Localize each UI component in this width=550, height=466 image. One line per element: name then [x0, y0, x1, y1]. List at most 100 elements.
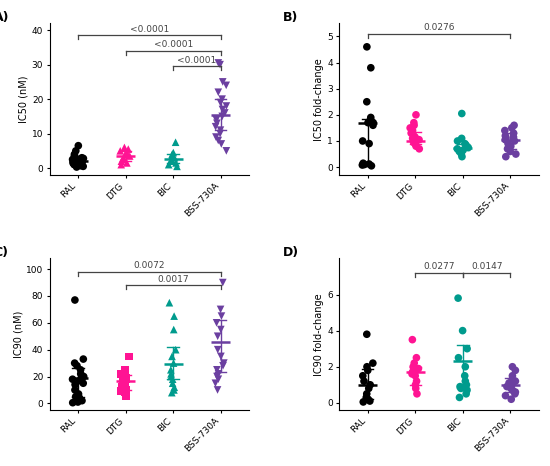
- Point: [462, 390, 471, 397]
- Point: [169, 386, 178, 394]
- Point: [512, 151, 520, 158]
- Point: [116, 388, 125, 395]
- Point: [455, 148, 464, 155]
- Point: [170, 384, 179, 391]
- Y-axis label: IC90 fold-change: IC90 fold-change: [315, 293, 324, 376]
- Point: [68, 399, 77, 406]
- Point: [364, 396, 372, 403]
- Point: [463, 386, 471, 394]
- Point: [217, 353, 226, 360]
- Point: [75, 158, 84, 165]
- Text: 0.0072: 0.0072: [134, 261, 165, 270]
- Point: [456, 385, 465, 392]
- Point: [221, 109, 229, 116]
- Point: [71, 381, 80, 388]
- Text: <0.0001: <0.0001: [177, 56, 217, 65]
- Point: [408, 336, 417, 343]
- Point: [118, 156, 127, 163]
- Point: [168, 152, 177, 160]
- Point: [506, 148, 515, 155]
- Point: [501, 132, 510, 139]
- Point: [510, 122, 519, 129]
- Point: [411, 143, 420, 150]
- Point: [216, 126, 225, 134]
- Point: [365, 140, 373, 147]
- Text: 0.0276: 0.0276: [424, 23, 455, 32]
- Point: [509, 130, 518, 137]
- Point: [123, 159, 131, 167]
- Point: [218, 113, 227, 120]
- Point: [214, 89, 223, 96]
- Point: [219, 359, 228, 367]
- Point: [125, 152, 134, 160]
- Point: [75, 394, 84, 402]
- Point: [121, 379, 130, 387]
- Point: [408, 135, 417, 142]
- Point: [415, 136, 424, 144]
- Point: [118, 377, 127, 384]
- Point: [164, 161, 173, 168]
- Point: [453, 145, 461, 152]
- Point: [212, 120, 221, 127]
- Point: [73, 362, 81, 370]
- Point: [509, 133, 518, 141]
- Point: [70, 153, 79, 161]
- Point: [213, 333, 222, 340]
- Point: [508, 363, 517, 370]
- Point: [212, 319, 221, 327]
- Point: [216, 99, 225, 106]
- Point: [409, 363, 417, 370]
- Point: [70, 386, 79, 394]
- Point: [171, 138, 180, 146]
- Point: [119, 154, 128, 162]
- Point: [502, 135, 510, 142]
- Point: [74, 390, 83, 397]
- Point: [216, 61, 224, 69]
- Point: [214, 137, 223, 144]
- Point: [406, 124, 415, 131]
- Point: [507, 385, 515, 392]
- Point: [117, 384, 126, 391]
- Point: [459, 146, 468, 154]
- Point: [507, 396, 516, 403]
- Point: [170, 154, 179, 162]
- Point: [457, 135, 466, 142]
- Point: [169, 149, 178, 156]
- Point: [72, 393, 80, 400]
- Point: [167, 156, 176, 163]
- Text: <0.0001: <0.0001: [130, 25, 169, 34]
- Point: [116, 147, 125, 155]
- Point: [74, 398, 82, 406]
- Point: [219, 362, 228, 370]
- Y-axis label: IC50 (nM): IC50 (nM): [19, 75, 29, 123]
- Point: [510, 390, 519, 397]
- Point: [78, 397, 86, 404]
- Point: [79, 163, 87, 170]
- Point: [360, 377, 368, 385]
- Point: [76, 366, 85, 374]
- Point: [364, 367, 372, 374]
- Point: [368, 359, 377, 367]
- Point: [461, 363, 470, 370]
- Point: [410, 359, 419, 367]
- Point: [504, 379, 513, 387]
- Point: [411, 381, 420, 389]
- Point: [410, 122, 419, 129]
- Point: [76, 162, 85, 170]
- Point: [508, 124, 516, 131]
- Point: [168, 376, 177, 383]
- Point: [458, 153, 466, 160]
- Point: [508, 372, 517, 379]
- Text: 0.0277: 0.0277: [424, 262, 455, 271]
- Point: [365, 397, 374, 405]
- Point: [172, 159, 180, 167]
- Point: [366, 114, 375, 121]
- Point: [407, 130, 416, 137]
- Point: [368, 122, 377, 129]
- Point: [70, 296, 79, 304]
- Point: [218, 106, 227, 113]
- Point: [68, 376, 77, 383]
- Point: [500, 127, 509, 134]
- Point: [222, 82, 230, 89]
- Point: [508, 376, 516, 383]
